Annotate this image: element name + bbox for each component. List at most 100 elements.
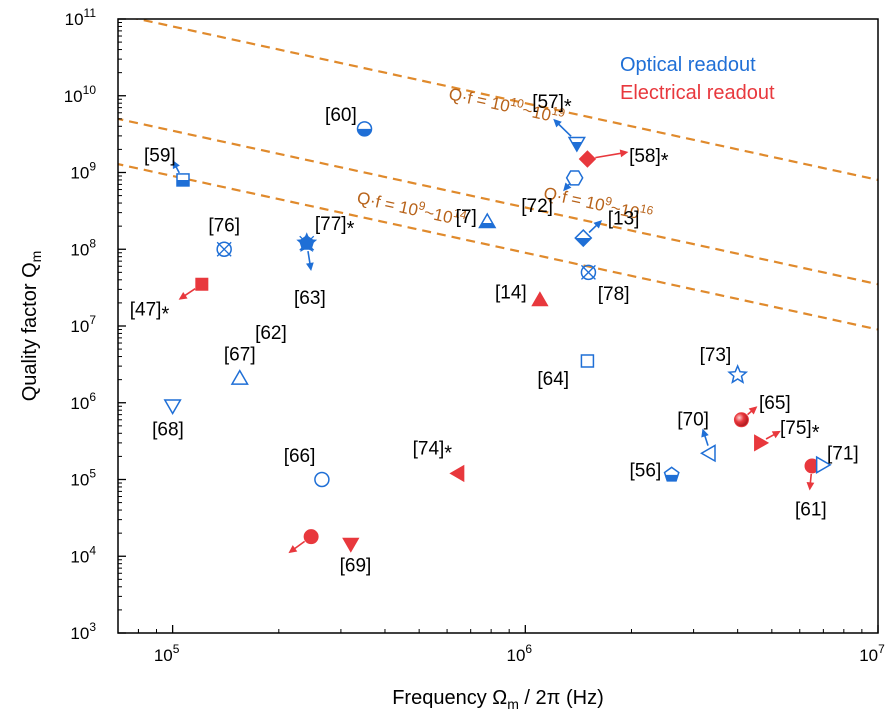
ref-label-text: [59] xyxy=(144,145,176,166)
marker-outline xyxy=(580,354,595,368)
data-point xyxy=(567,136,586,153)
x-tick-label: 107 xyxy=(859,642,885,665)
data-point xyxy=(727,364,749,384)
guide-label-sep: ~10 xyxy=(422,203,454,228)
y-tick-label: 1010 xyxy=(64,83,97,106)
ref-label: [14] xyxy=(495,283,527,304)
marker-fill-bottom xyxy=(479,222,496,228)
x-tick-label: 106 xyxy=(507,642,533,665)
markers xyxy=(163,121,832,553)
legend-entry: Electrical readout xyxy=(620,82,775,104)
marker-shape xyxy=(531,291,549,307)
ref-label-star: * xyxy=(161,303,169,325)
marker-outline xyxy=(565,170,584,186)
ref-label: [78] xyxy=(598,284,630,305)
data-point xyxy=(230,369,249,385)
arrow-head xyxy=(178,291,188,300)
ref-label: [75]* xyxy=(780,418,820,444)
ref-label: [74]* xyxy=(413,439,453,465)
ref-label: [77]* xyxy=(315,214,355,240)
marker-outline xyxy=(727,364,749,384)
tick-exp: 4 xyxy=(89,543,96,557)
arrow-head xyxy=(553,118,562,128)
ref-label: [56] xyxy=(630,460,662,481)
tick-exp: 6 xyxy=(89,390,96,404)
guide-line xyxy=(118,162,878,331)
ref-label-star: * xyxy=(444,443,452,465)
ref-label-text: [62] xyxy=(255,323,287,344)
arrow-shaft xyxy=(307,250,311,265)
y-axis-title: Quality factor Qm xyxy=(19,251,44,402)
arrow xyxy=(765,430,781,440)
arrow-shaft xyxy=(703,435,709,446)
ref-label: [47]* xyxy=(130,299,170,325)
data-point xyxy=(815,455,832,474)
ref-label: [69] xyxy=(340,556,372,577)
ref-label: [70] xyxy=(677,410,709,431)
y-tick-label: 106 xyxy=(70,390,96,413)
data-point xyxy=(531,291,549,307)
data-point xyxy=(733,412,749,428)
ref-label-text: [66] xyxy=(284,446,316,467)
data-point xyxy=(574,228,593,248)
ref-label: [64] xyxy=(537,369,569,390)
y-tick-label: 104 xyxy=(70,543,96,566)
ref-label: [65] xyxy=(759,393,791,414)
ref-label-text: [72] xyxy=(521,196,553,217)
ref-label-text: [77] xyxy=(315,214,347,235)
tick-base: 10 xyxy=(70,394,89,413)
tick-base: 10 xyxy=(154,646,173,665)
arrow xyxy=(588,220,603,234)
legend-entry: Optical readout xyxy=(620,54,756,76)
ref-label-text: [7] xyxy=(456,207,477,228)
arrow-head xyxy=(172,160,180,170)
arrow-shaft xyxy=(175,165,180,174)
reference-labels: [59][60][76] [77]*[63][47]*[67][68][66][6… xyxy=(130,92,859,576)
data-point xyxy=(303,529,319,545)
guide-label-exp: 16 xyxy=(639,201,655,218)
ref-label-text: [75] xyxy=(780,418,812,439)
ref-label: [7] xyxy=(456,207,477,228)
x-axis-title-main: Frequency Ω xyxy=(392,687,507,709)
tick-base: 10 xyxy=(507,646,526,665)
ref-label-text: [68] xyxy=(152,420,184,441)
guide-label-exp: 14 xyxy=(452,206,468,223)
data-point xyxy=(299,235,315,250)
ref-label-text: [73] xyxy=(700,345,732,366)
ref-label: [63] xyxy=(294,288,326,309)
arrow-shaft xyxy=(293,540,306,550)
tick-exp: 3 xyxy=(89,620,96,634)
arrow xyxy=(553,118,572,137)
data-point xyxy=(754,434,770,452)
tick-base: 10 xyxy=(70,164,89,183)
ref-label-text: [56] xyxy=(630,460,662,481)
ref-label-text: [67] xyxy=(224,344,256,365)
tick-base: 10 xyxy=(70,317,89,336)
arrow-shaft xyxy=(588,224,598,234)
arrow-shaft xyxy=(184,288,196,297)
x-axis-title: Frequency Ωm / 2π (Hz) xyxy=(392,687,604,712)
ref-label-text: [78] xyxy=(598,284,630,305)
marker-outline xyxy=(314,471,330,488)
tick-exp: 8 xyxy=(89,236,96,250)
data-point xyxy=(314,471,330,488)
marker-fill-bottom xyxy=(575,238,592,247)
marker-shape xyxy=(578,150,597,168)
arrow xyxy=(595,149,629,159)
tick-base: 10 xyxy=(70,547,89,566)
arrow-head xyxy=(771,430,781,439)
ref-label: [59] xyxy=(144,145,176,166)
marker-shape xyxy=(342,537,360,553)
arrow xyxy=(288,540,306,554)
arrow-head xyxy=(593,220,603,229)
ref-label-star: * xyxy=(564,96,572,118)
guide-line xyxy=(133,19,878,182)
ref-label-text: [74] xyxy=(413,439,445,460)
tick-exp: 5 xyxy=(89,467,96,481)
arrow xyxy=(178,288,196,300)
arrow xyxy=(305,250,314,272)
y-axis-title-main: Quality factor Q xyxy=(19,262,41,401)
marker-fill-bottom xyxy=(571,141,583,151)
y-tick-label: 103 xyxy=(70,620,96,643)
